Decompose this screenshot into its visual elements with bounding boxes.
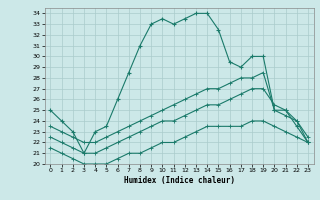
X-axis label: Humidex (Indice chaleur): Humidex (Indice chaleur)	[124, 176, 235, 185]
